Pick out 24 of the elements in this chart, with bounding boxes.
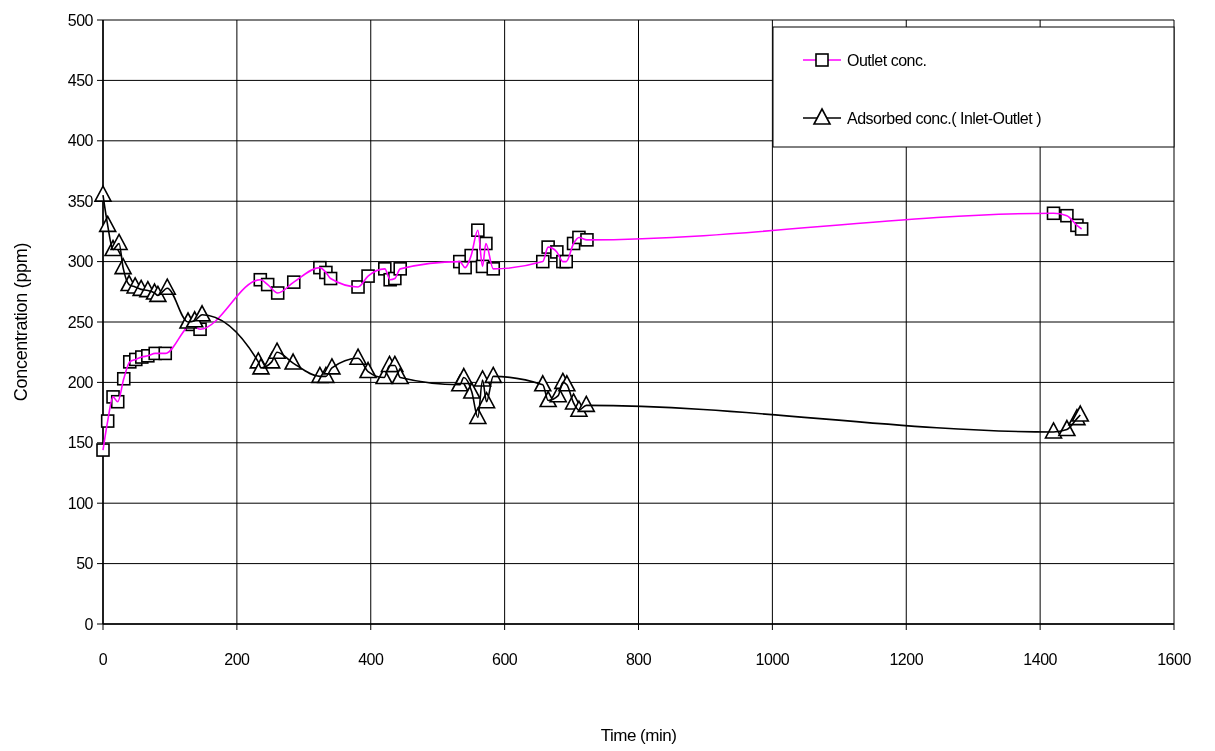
y-tick-label: 300 bbox=[67, 253, 94, 271]
y-tick-label: 0 bbox=[84, 615, 94, 633]
y-tick-label: 200 bbox=[67, 373, 94, 391]
y-tick-label: 400 bbox=[67, 132, 94, 150]
x-tick-label: 1200 bbox=[889, 651, 924, 668]
x-tick-label: 0 bbox=[98, 651, 108, 668]
x-tick-label: 1400 bbox=[1023, 651, 1058, 668]
x-tick-label: 400 bbox=[358, 651, 384, 668]
legend-label: Outlet conc. bbox=[847, 51, 927, 69]
y-tick-label: 50 bbox=[76, 555, 94, 573]
y-tick-label: 100 bbox=[67, 494, 94, 512]
y-tick-label: 150 bbox=[67, 434, 94, 452]
x-tick-label: 200 bbox=[224, 651, 251, 668]
y-tick-label: 250 bbox=[67, 313, 94, 331]
y-tick-label: 500 bbox=[67, 11, 94, 29]
y-tick-label: 350 bbox=[67, 192, 94, 210]
y-axis-title: Concentration (ppm) bbox=[11, 242, 31, 402]
x-tick-label: 1600 bbox=[1157, 651, 1192, 668]
x-tick-label: 600 bbox=[492, 651, 518, 668]
y-tick-label: 450 bbox=[67, 71, 94, 89]
legend-label: Adsorbed conc.( Inlet-Outlet ) bbox=[847, 109, 1042, 127]
x-tick-label: 800 bbox=[625, 651, 652, 668]
x-axis-title: Time (min) bbox=[600, 726, 677, 745]
x-tick-label: 1000 bbox=[755, 651, 790, 668]
